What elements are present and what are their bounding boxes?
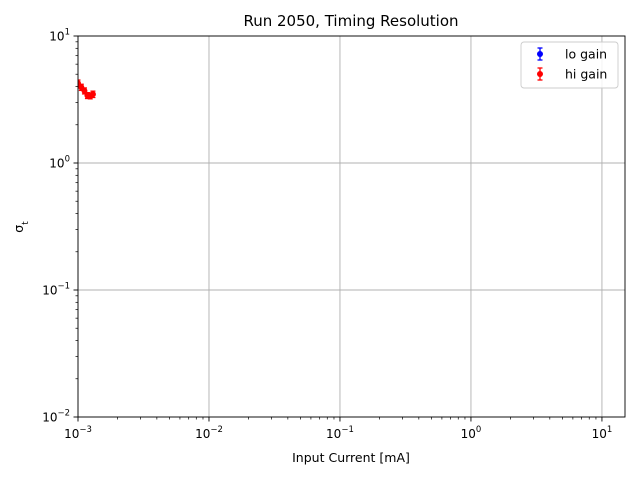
legend: lo gain hi gain — [520, 41, 619, 89]
legend-entries: lo gain hi gain — [537, 47, 607, 82]
chart-title: Run 2050, Timing Resolution — [243, 12, 458, 30]
y-tick-label: 10−1 — [42, 282, 70, 298]
x-tick-label: 10−1 — [326, 425, 354, 441]
y-axis-label: σt — [11, 221, 31, 233]
x-tick-label: 101 — [592, 425, 613, 441]
x-tick-label: 100 — [461, 425, 482, 441]
y-tick-label: 101 — [49, 28, 70, 44]
data-marks — [78, 79, 96, 100]
x-tick-label: 10−3 — [64, 425, 92, 441]
legend-hi-gain-label: hi gain — [565, 67, 607, 82]
legend-hi-gain-marker — [537, 71, 543, 77]
y-axis-label-symbol: σ — [11, 225, 26, 233]
y-tick-label: 10−2 — [42, 409, 70, 425]
legend-lo-gain-marker — [537, 51, 543, 57]
x-tick-label: 10−2 — [195, 425, 223, 441]
y-axis-label-subscript: t — [21, 221, 31, 225]
legend-lo-gain-label: lo gain — [565, 47, 607, 62]
x-axis-label: Input Current [mA] — [292, 450, 410, 465]
legend-box — [520, 41, 619, 89]
plot-frame — [77, 35, 626, 418]
hi-gain-point — [89, 91, 96, 98]
y-tick-label: 100 — [49, 155, 70, 171]
